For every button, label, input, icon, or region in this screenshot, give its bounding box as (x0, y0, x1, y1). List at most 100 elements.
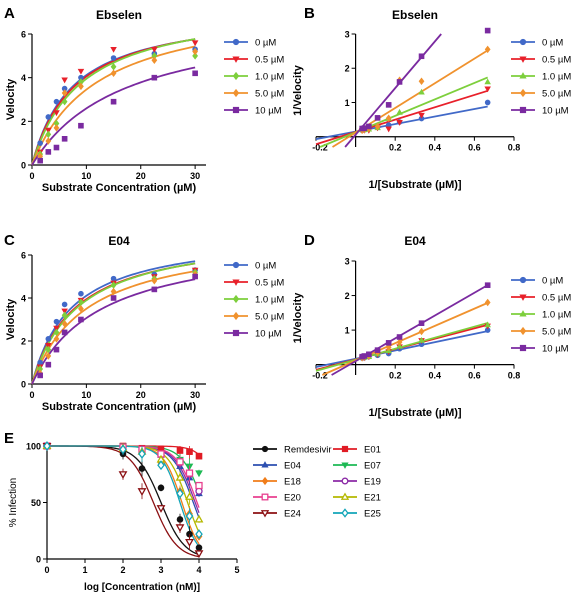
legend-item: 0.5 µM (224, 55, 284, 66)
data-point (110, 98, 117, 105)
data-point (110, 287, 117, 296)
data-point (484, 45, 491, 54)
legend: 0 µM 0.5 µM 1.0 µM 5.0 µM 10 µM (224, 261, 284, 340)
data-point (53, 144, 60, 151)
data-points (36, 40, 199, 164)
legend-item: 10 µM (224, 106, 282, 117)
data-point (137, 488, 147, 496)
data-point (396, 108, 403, 115)
data-point (176, 488, 184, 499)
data-point (45, 149, 52, 155)
legend: 0 µM 0.5 µM 1.0 µM 5.0 µM 10 µM (511, 38, 571, 117)
data-point (192, 273, 198, 280)
data-point (192, 47, 199, 56)
data-point (53, 124, 60, 132)
data-point (53, 325, 60, 332)
data-point (45, 137, 52, 145)
data-point (192, 52, 199, 60)
data-point (37, 372, 43, 379)
legend-marker (261, 493, 269, 501)
y-tick-label: 4 (21, 294, 26, 304)
chart-title: E04 (404, 234, 426, 248)
x-tick-label: 0.2 (389, 143, 402, 153)
legend-label: Remdesivir (284, 445, 332, 456)
panel-d: D E04 -0.2 0.2 0.4 0.6 0.8 1 2 3 1/[Substrate (µM)… (292, 232, 571, 419)
legend-marker (232, 311, 240, 321)
x-tick-label: 0 (29, 171, 34, 181)
legend-marker (232, 279, 240, 286)
legend-item: E25 (333, 508, 381, 520)
data-point (396, 334, 403, 340)
legend-item: E19 (333, 477, 381, 488)
legend-label: 0 µM (255, 38, 276, 49)
legend-marker (519, 88, 527, 98)
x-tick-label: 0.6 (468, 143, 481, 153)
data-point (185, 492, 194, 500)
data-point (61, 89, 68, 97)
x-tick-label: 0 (29, 390, 34, 400)
legend-item: E07 (333, 461, 381, 472)
legend-label: 0.5 µM (542, 55, 571, 66)
data-points (358, 282, 491, 362)
data-point (118, 471, 128, 480)
data-point (53, 335, 60, 343)
legend-marker (232, 106, 240, 114)
x-tick-label: 30 (190, 390, 200, 400)
y-axis-label: % Infection (8, 478, 19, 527)
data-point (119, 444, 127, 455)
x-tick-label: 20 (136, 171, 146, 181)
legend: Remdesivir E01 E04 E07 E18 E19 E20 E21 E24 E25 (253, 445, 381, 520)
x-tick-label: -0.2 (312, 371, 328, 381)
y-tick-label: 0 (21, 380, 26, 390)
data-points (42, 441, 204, 559)
data-point (78, 316, 84, 323)
data-point (185, 539, 194, 547)
data-point (37, 140, 43, 146)
chart-title: Ebselen (96, 8, 142, 22)
x-tick-label: 0.2 (389, 371, 402, 381)
panel-b: B Ebselen -0.2 0.2 0.4 0.6 0.8 1 2 3 1/[Substrate … (292, 5, 571, 191)
y-tick-label: 3 (345, 30, 350, 40)
data-point (366, 123, 372, 130)
x-tick-label: 0.8 (508, 371, 521, 381)
legend-label: E19 (364, 477, 381, 488)
legend-item: 10 µM (224, 329, 282, 340)
data-point (45, 336, 52, 342)
legend-item: 0.5 µM (511, 55, 571, 66)
legend-marker (519, 326, 527, 336)
data-point (157, 460, 165, 471)
x-tick-label: 0.6 (468, 371, 481, 381)
data-point (186, 448, 193, 455)
data-point (418, 112, 425, 119)
legend-item: 1.0 µM (511, 310, 571, 321)
data-point (195, 544, 203, 552)
data-point (192, 70, 198, 77)
legend-marker (519, 106, 527, 114)
panel-letter: D (304, 232, 315, 249)
data-point (418, 320, 425, 326)
data-point (53, 346, 60, 353)
legend-label: E04 (284, 461, 301, 472)
data-point (195, 452, 203, 460)
legend-item: E01 (333, 445, 381, 456)
data-point (151, 74, 158, 81)
x-tick-label: 2 (120, 565, 125, 575)
data-point (195, 529, 203, 540)
data-point (374, 347, 381, 353)
legend-marker (232, 38, 240, 46)
data-point (77, 68, 85, 75)
y-tick-label: 100 (26, 442, 41, 452)
legend-marker (519, 38, 527, 46)
chart-title: E04 (108, 234, 130, 248)
legend-label: 10 µM (542, 106, 569, 117)
legend-label: 0 µM (542, 38, 563, 49)
data-points (358, 27, 491, 135)
legend-label: 10 µM (255, 329, 282, 340)
legend-label: 10 µM (542, 344, 569, 355)
legend-label: 1.0 µM (255, 295, 284, 306)
data-point (385, 114, 392, 122)
y-tick-label: 2 (21, 117, 26, 127)
legend-item: E18 (253, 477, 301, 488)
y-tick-label: 0 (21, 161, 26, 171)
